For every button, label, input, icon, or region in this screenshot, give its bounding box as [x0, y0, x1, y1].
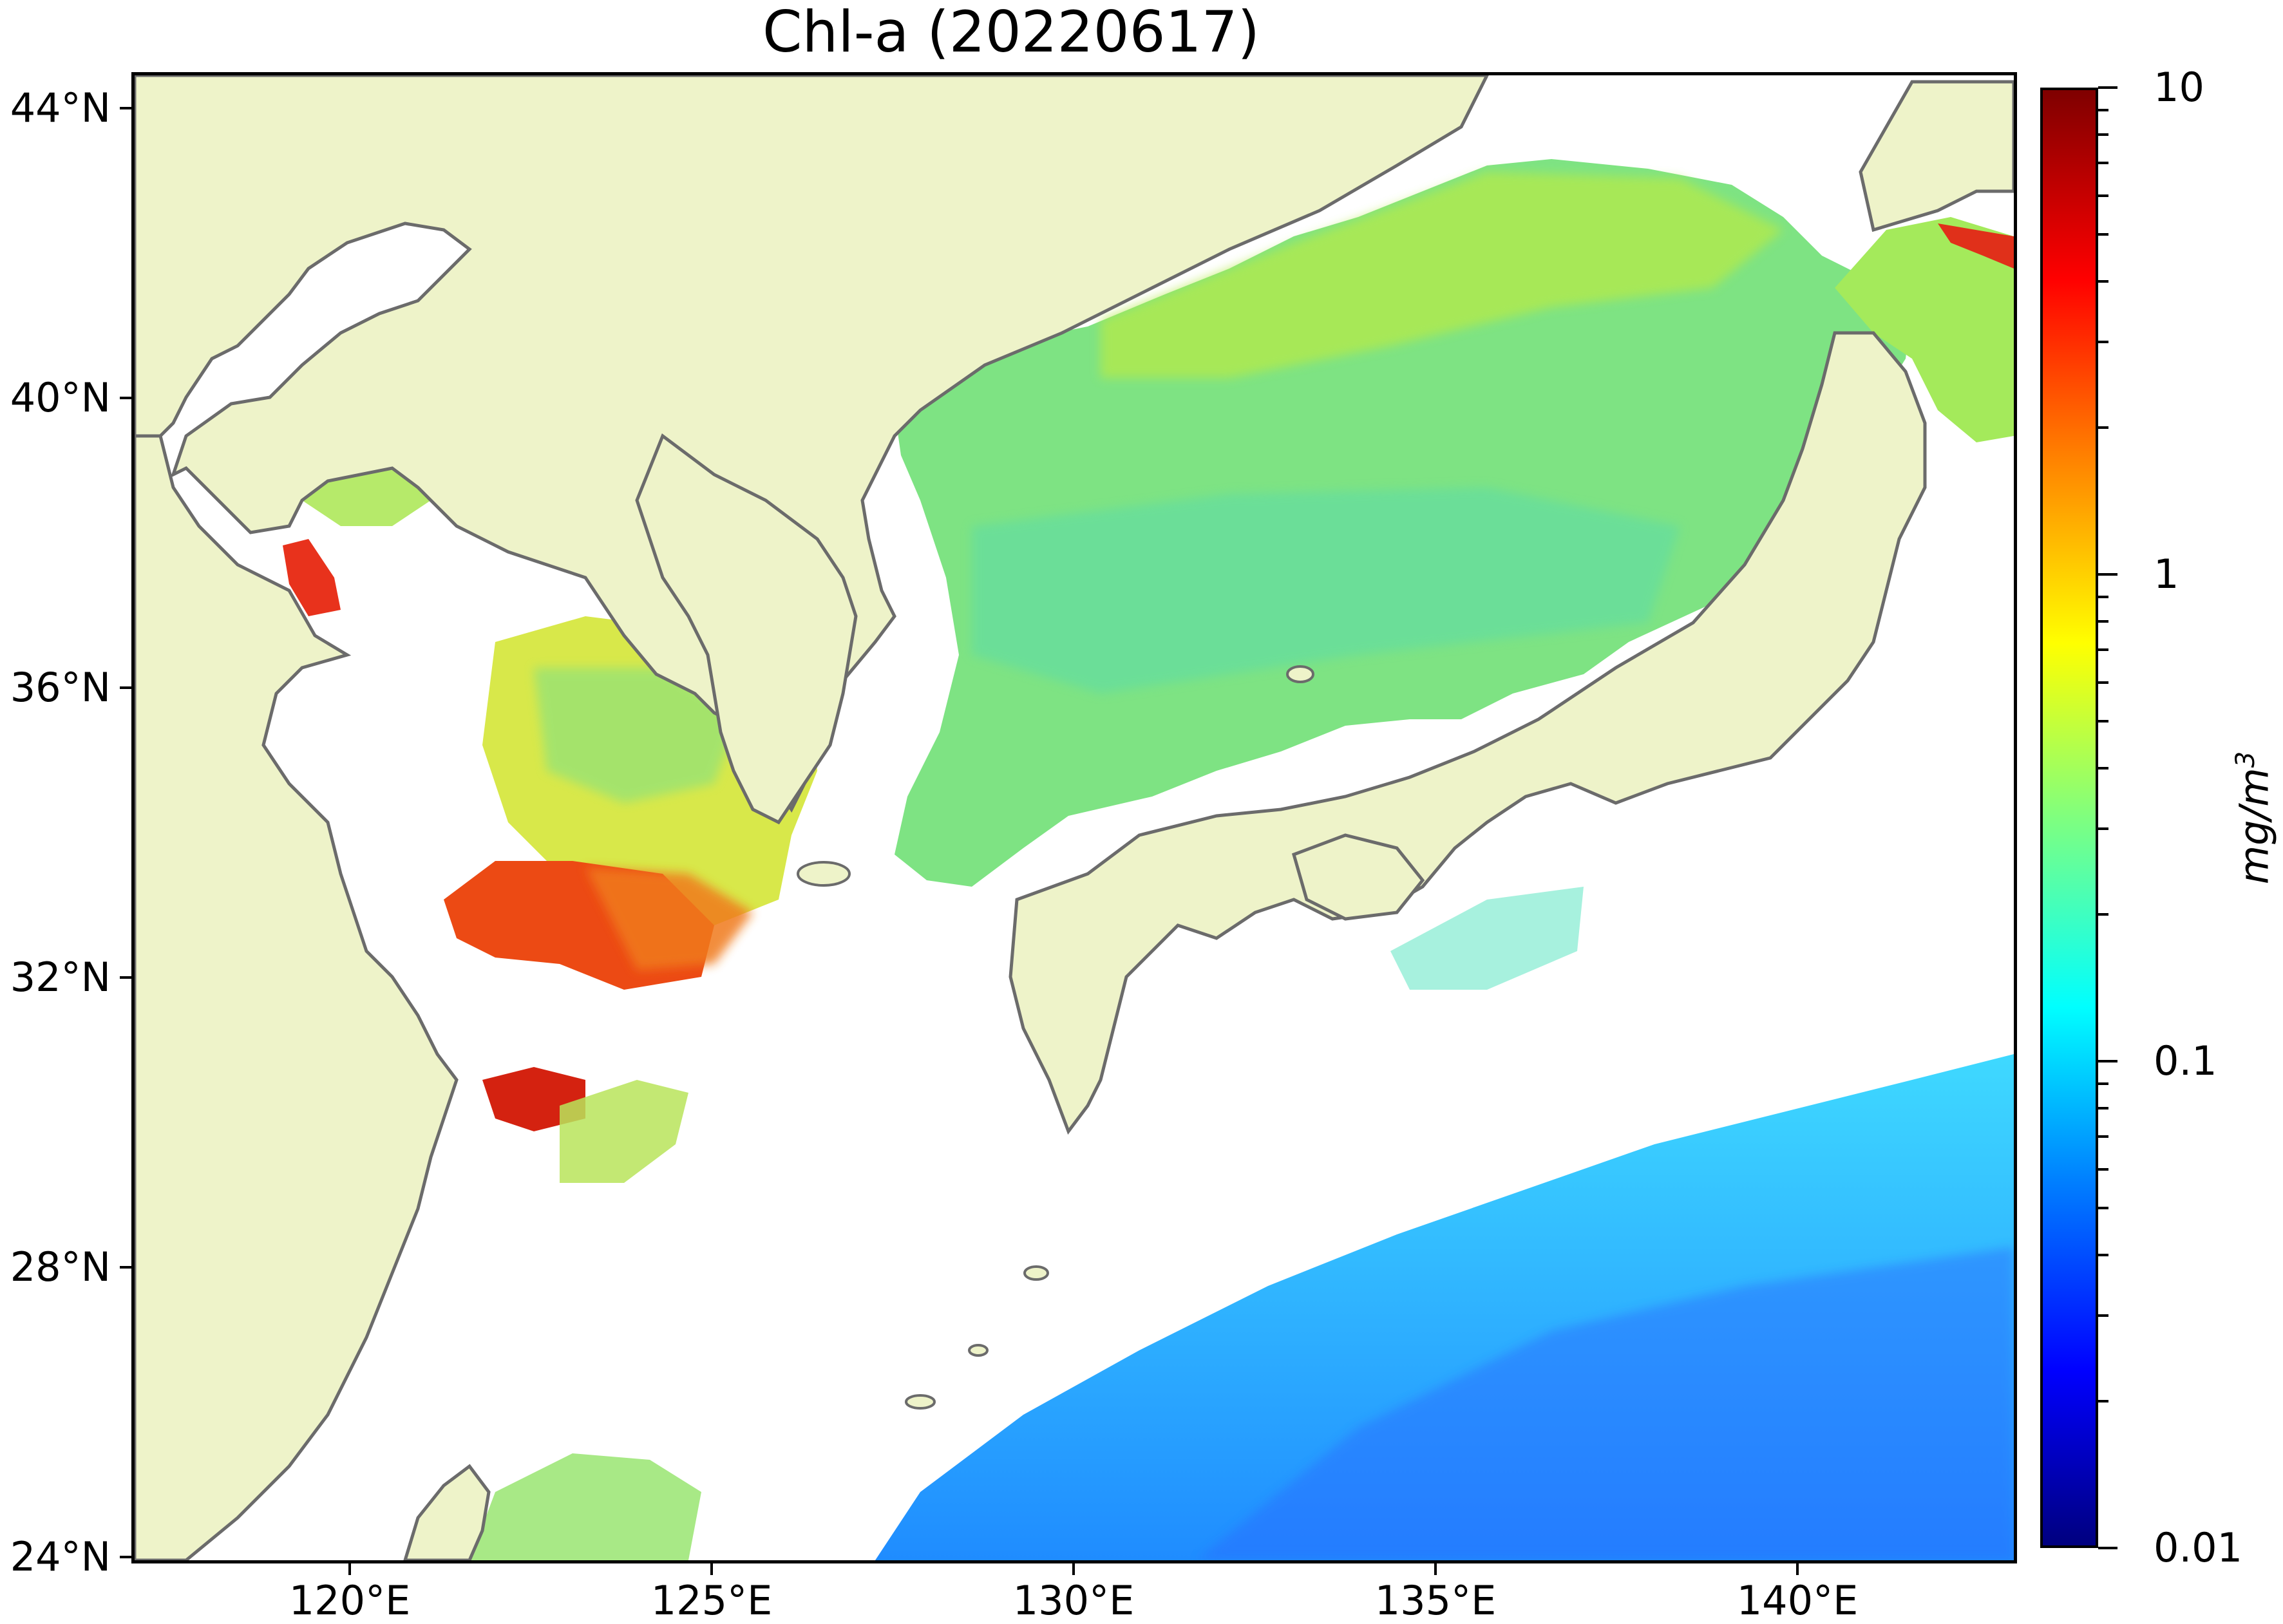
china-land: [135, 75, 1489, 813]
ytick-label-28n: 28°N: [10, 1243, 111, 1290]
taiwan-strait-field: [469, 1453, 701, 1560]
colorbar-minor-tick: [2098, 1314, 2108, 1317]
colorbar-minor-tick: [2098, 1400, 2108, 1403]
colorbar-minor-tick: [2098, 1135, 2108, 1138]
china-south-land: [135, 434, 459, 1560]
colorbar-label-0-1: 0.1: [2154, 1037, 2217, 1084]
colorbar-label-1: 1: [2154, 551, 2179, 598]
colorbar-minor-tick: [2098, 133, 2108, 137]
colorbar-major-tick: [2098, 86, 2117, 89]
shikoku-land: [1291, 833, 1425, 921]
hokkaido-field: [1835, 217, 2014, 442]
xtick-mark: [348, 1563, 351, 1575]
ryukyu-island-2: [968, 1344, 989, 1357]
ryukyu-island-3: [905, 1394, 936, 1410]
ytick-mark: [120, 107, 131, 109]
colorbar-minor-tick: [2098, 766, 2108, 770]
hokkaido-bloom: [1938, 223, 2014, 269]
ytick-mark: [120, 1266, 131, 1269]
colorbar-label-0-01: 0.01: [2154, 1524, 2243, 1571]
colorbar-minor-tick: [2098, 913, 2108, 916]
oki-island: [1286, 665, 1314, 683]
colorbar-minor-tick: [2098, 162, 2108, 165]
xtick-label-135e: 135°E: [1374, 1577, 1497, 1624]
colorbar-minor-tick: [2098, 194, 2108, 197]
colorbar-major-tick: [2098, 1547, 2117, 1549]
colorbar-label-10: 10: [2154, 64, 2204, 111]
taiwan-land: [403, 1464, 491, 1560]
korea-land: [635, 433, 858, 825]
colorbar-minor-tick: [2098, 232, 2108, 236]
colorbar-unit-text: mg/m3: [2230, 751, 2278, 885]
sea-of-japan-center: [972, 487, 1680, 694]
colorbar-minor-tick: [2098, 426, 2108, 430]
xtick-mark: [1434, 1563, 1437, 1575]
colorbar-minor-tick: [2098, 1206, 2108, 1209]
ytick-label-32n: 32°N: [10, 954, 111, 1001]
jeju-island: [797, 861, 851, 887]
colorbar-minor-tick: [2098, 827, 2108, 831]
colorbar-minor-tick: [2098, 1107, 2108, 1110]
colorbar-major-tick: [2098, 573, 2117, 576]
sea-of-japan-north: [1101, 172, 1783, 378]
colorbar-major-tick: [2098, 1060, 2117, 1062]
chart-title: Chl-a (20220617): [763, 0, 1260, 65]
xtick-mark: [1796, 1563, 1799, 1575]
ytick-mark: [120, 686, 131, 689]
colorbar-unit-label: mg/m3: [2231, 751, 2278, 885]
xtick-mark: [1072, 1563, 1075, 1575]
xtick-label-120e: 120°E: [289, 1577, 411, 1624]
colorbar-minor-tick: [2098, 1167, 2108, 1171]
colorbar-unit-superscript: 3: [2230, 751, 2260, 768]
xtick-mark: [710, 1563, 713, 1575]
colorbar: [2040, 88, 2098, 1548]
ytick-label-24n: 24°N: [10, 1533, 111, 1580]
yangtze-plume: [585, 867, 753, 970]
colorbar-minor-tick: [2098, 279, 2108, 283]
ytick-label-36n: 36°N: [10, 664, 111, 711]
colorbar-minor-tick: [2098, 681, 2108, 684]
colorbar-minor-tick: [2098, 719, 2108, 722]
colorbar-minor-tick: [2098, 648, 2108, 652]
colorbar-minor-tick: [2098, 620, 2108, 623]
colorbar-minor-tick: [2098, 1253, 2108, 1256]
colorbar-minor-tick: [2098, 1082, 2108, 1085]
xtick-label-140e: 140°E: [1736, 1577, 1859, 1624]
japan-land: [1009, 331, 1927, 1135]
pacific-deep: [1197, 1247, 2014, 1560]
yellow-sea-mix: [534, 668, 740, 803]
colorbar-minor-tick: [2098, 108, 2108, 111]
ytick-label-44n: 44°N: [10, 84, 111, 131]
ytick-mark: [120, 1556, 131, 1558]
ytick-mark: [120, 397, 131, 399]
ryukyu-island-1: [1023, 1265, 1049, 1281]
xtick-label-130e: 130°E: [1012, 1577, 1135, 1624]
colorbar-minor-tick: [2098, 595, 2108, 598]
hokkaido-land: [1859, 80, 2014, 232]
map-panel[interactable]: [131, 72, 2017, 1563]
chl-a-map: [135, 75, 2014, 1560]
colorbar-minor-tick: [2098, 341, 2108, 344]
ytick-label-40n: 40°N: [10, 374, 111, 421]
ytick-mark: [120, 976, 131, 979]
laizhou-bay-bloom: [283, 539, 341, 616]
xtick-label-125e: 125°E: [650, 1577, 773, 1624]
kuroshio-patches: [1390, 887, 1584, 990]
east-china-sea-patches: [560, 1080, 688, 1183]
